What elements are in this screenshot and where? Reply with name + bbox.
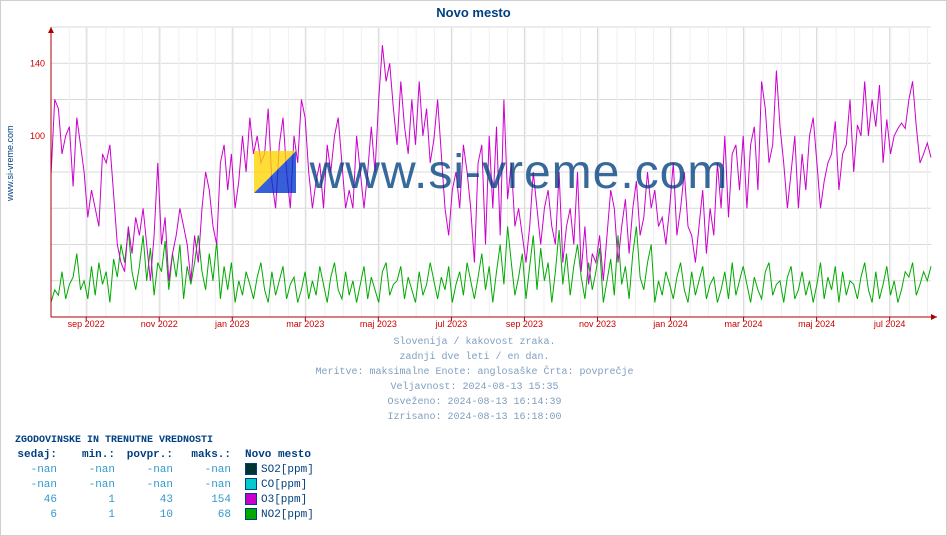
caption-line: zadnji dve leti / en dan. (1, 350, 947, 365)
container: Novo mesto www.si-vreme.com 100140 www.s… (0, 0, 947, 536)
table-cell: -nan (125, 478, 183, 493)
legend-label: CO[ppm] (261, 479, 307, 491)
legend-item: O3[ppm] (241, 493, 307, 508)
table-cell: -nan (67, 478, 125, 493)
x-tick-label: jan 2023 (215, 319, 250, 329)
legend-item: CO[ppm] (241, 478, 307, 493)
legend-item: NO2[ppm] (241, 508, 314, 523)
x-tick-label: sep 2022 (68, 319, 105, 329)
table-row: -nan-nan-nan-nanSO2[ppm] (15, 463, 314, 478)
table-cell: 1 (67, 493, 125, 508)
table-cell: 6 (15, 508, 67, 523)
x-tick-label: mar 2023 (286, 319, 324, 329)
table-cell: -nan (15, 463, 67, 478)
caption-line: Veljavnost: 2024-08-13 15:35 (1, 380, 947, 395)
stats-header-row: sedaj: min.: povpr.: maks.: Novo mesto (15, 448, 314, 463)
x-axis-labels: sep 2022 nov 2022 jan 2023 mar 2023 maj 2023… (51, 319, 931, 333)
legend-label: O3[ppm] (261, 494, 307, 506)
table-cell: 46 (15, 493, 67, 508)
legend-swatch-icon (245, 493, 257, 505)
x-tick-label: maj 2023 (360, 319, 397, 329)
chart-title: Novo mesto (1, 1, 946, 20)
table-cell: 68 (183, 508, 241, 523)
table-cell: 10 (125, 508, 183, 523)
x-tick-label: nov 2022 (141, 319, 178, 329)
table-row: 611068 NO2[ppm] (15, 508, 314, 523)
legend-swatch-icon (245, 463, 257, 475)
table-cell: 1 (67, 508, 125, 523)
table-cell: -nan (183, 478, 241, 493)
chart-area: 100140 (51, 27, 931, 317)
x-tick-label: jan 2024 (653, 319, 688, 329)
table-cell: 43 (125, 493, 183, 508)
col-min: min.: (67, 448, 125, 463)
svg-text:100: 100 (30, 131, 45, 141)
legend-swatch-icon (245, 478, 257, 490)
chart-svg: 100140 (51, 27, 931, 317)
legend-item: SO2[ppm] (241, 463, 314, 478)
stats-table-title: ZGODOVINSKE IN TRENUTNE VREDNOSTI (15, 433, 314, 448)
caption-line: Osveženo: 2024-08-13 16:14:39 (1, 395, 947, 410)
svg-text:140: 140 (30, 58, 45, 68)
legend-label: SO2[ppm] (261, 464, 314, 476)
stats-table: ZGODOVINSKE IN TRENUTNE VREDNOSTI sedaj:… (15, 433, 314, 523)
table-cell: -nan (67, 463, 125, 478)
table-row: 46143154 O3[ppm] (15, 493, 314, 508)
x-tick-label: jul 2023 (436, 319, 468, 329)
x-tick-label: jul 2024 (874, 319, 906, 329)
caption-line: Izrisano: 2024-08-13 16:18:00 (1, 410, 947, 425)
x-tick-label: sep 2023 (506, 319, 543, 329)
col-location: Novo mesto (241, 448, 311, 463)
table-cell: -nan (125, 463, 183, 478)
x-tick-label: mar 2024 (725, 319, 763, 329)
caption-line: Slovenija / kakovost zraka. (1, 335, 947, 350)
x-tick-label: maj 2024 (798, 319, 835, 329)
table-cell: 154 (183, 493, 241, 508)
y-axis-source-label: www.si-vreme.com (5, 125, 15, 201)
x-tick-label: nov 2023 (579, 319, 616, 329)
col-maks: maks.: (183, 448, 241, 463)
legend-swatch-icon (245, 508, 257, 520)
col-povpr: povpr.: (125, 448, 183, 463)
table-cell: -nan (15, 478, 67, 493)
caption-line: Meritve: maksimalne Enote: anglosaške Čr… (1, 365, 947, 380)
legend-label: NO2[ppm] (261, 509, 314, 521)
table-row: -nan-nan-nan-nanCO[ppm] (15, 478, 314, 493)
caption-block: Slovenija / kakovost zraka.zadnji dve le… (1, 335, 947, 425)
table-cell: -nan (183, 463, 241, 478)
col-sedaj: sedaj: (15, 448, 67, 463)
